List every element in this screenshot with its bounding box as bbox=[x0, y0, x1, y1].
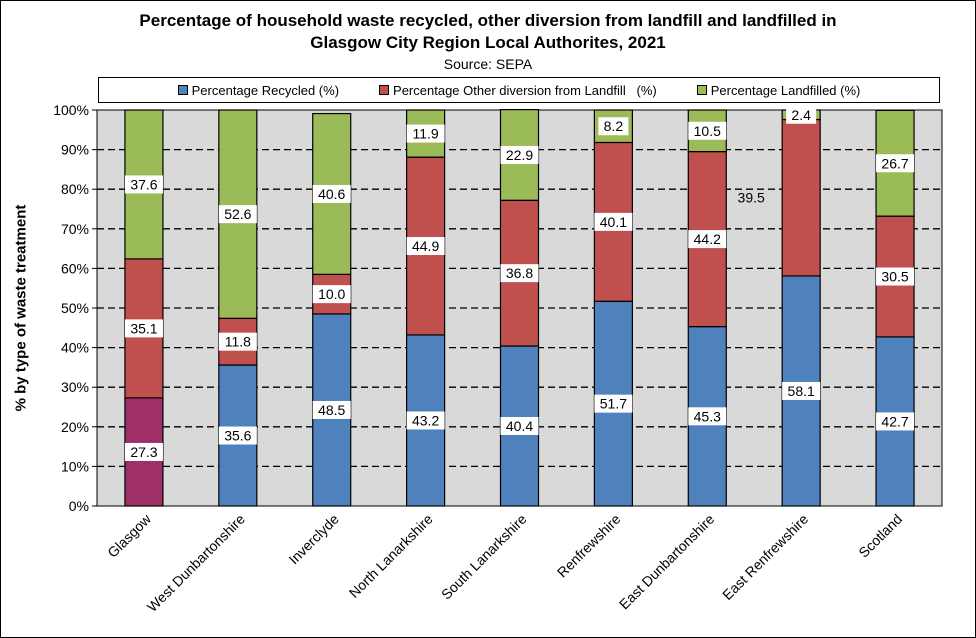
data-label-box bbox=[500, 264, 539, 283]
data-label: 52.6 bbox=[224, 206, 251, 222]
y-tick-label: 10% bbox=[61, 458, 89, 474]
data-label: 30.5 bbox=[881, 269, 908, 285]
x-tick-label: Scotland bbox=[855, 511, 905, 561]
legend-label-other-diversion: Percentage Other diversion from Landfill… bbox=[393, 82, 657, 98]
data-label: 44.2 bbox=[694, 231, 721, 247]
data-label: 35.6 bbox=[224, 428, 251, 444]
chart-title-line-2: Glasgow City Region Local Authorites, 20… bbox=[310, 33, 666, 52]
data-label-box bbox=[500, 145, 539, 164]
data-label: 8.2 bbox=[604, 118, 624, 134]
data-label-box bbox=[406, 124, 445, 143]
y-tick-label: 20% bbox=[61, 419, 89, 435]
legend-swatch-other-diversion bbox=[379, 85, 390, 95]
x-tick-label: East Renfrewshire bbox=[719, 511, 811, 603]
x-tick-label: West Dunbartonshire bbox=[144, 511, 248, 615]
data-label: 58.1 bbox=[788, 383, 815, 399]
data-label-box bbox=[688, 407, 727, 426]
data-label: 35.1 bbox=[130, 320, 157, 336]
data-label: 42.7 bbox=[881, 413, 908, 429]
y-tick-label: 60% bbox=[61, 260, 89, 276]
legend-item-recycled: Percentage Recycled (%) bbox=[177, 82, 340, 98]
x-tick-label: East Dunbartonshire bbox=[616, 511, 718, 613]
y-tick-label: 70% bbox=[61, 221, 89, 237]
x-tick-label: South Lanarkshire bbox=[438, 511, 530, 603]
y-tick-label: 90% bbox=[61, 142, 89, 158]
data-label: 51.7 bbox=[600, 396, 627, 412]
data-label: 11.9 bbox=[413, 126, 439, 142]
data-label-box bbox=[218, 426, 257, 445]
data-label: 39.5 bbox=[738, 190, 765, 206]
y-tick-label: 30% bbox=[61, 379, 89, 395]
legend-swatch-landfilled bbox=[696, 85, 707, 95]
legend-item-landfilled: Percentage Landfilled (%) bbox=[696, 82, 861, 98]
data-label: 40.6 bbox=[318, 186, 345, 202]
data-label-box bbox=[124, 442, 163, 461]
y-tick-label: 0% bbox=[69, 498, 89, 514]
data-label-box bbox=[312, 400, 351, 419]
data-label: 48.5 bbox=[318, 402, 345, 418]
chart-subtitle: Source: SEPA bbox=[443, 56, 533, 72]
data-label: 44.9 bbox=[412, 238, 439, 254]
x-tick-label: Glasgow bbox=[104, 510, 154, 560]
data-label-box bbox=[218, 332, 257, 351]
data-label: 10.5 bbox=[694, 123, 721, 139]
data-label-box bbox=[124, 175, 163, 194]
data-label: 22.9 bbox=[506, 147, 533, 163]
chart-legend: Percentage Recycled (%) Percentage Other… bbox=[98, 77, 940, 103]
y-tick-label: 100% bbox=[53, 102, 89, 118]
y-tick-label: 50% bbox=[61, 300, 89, 316]
legend-swatch-recycled bbox=[177, 85, 188, 95]
data-label: 26.7 bbox=[881, 155, 908, 171]
data-label-box bbox=[312, 184, 351, 203]
bar-segment bbox=[781, 118, 821, 277]
data-label: 2.4 bbox=[791, 107, 811, 123]
data-label-box bbox=[406, 411, 445, 430]
data-label: 40.4 bbox=[506, 418, 533, 434]
data-label-box bbox=[876, 267, 915, 286]
data-label-box bbox=[312, 285, 351, 304]
data-label-box bbox=[688, 230, 727, 249]
data-label: 10.0 bbox=[318, 286, 345, 302]
data-label: 11.8 bbox=[225, 334, 251, 350]
data-label-box bbox=[406, 237, 445, 256]
data-label-box bbox=[594, 394, 633, 413]
x-tick-label: Renfrewshire bbox=[554, 511, 624, 581]
data-label-box bbox=[218, 205, 257, 224]
data-label-box bbox=[124, 319, 163, 338]
data-label: 37.6 bbox=[130, 176, 157, 192]
y-tick-label: 80% bbox=[61, 181, 89, 197]
chart-title-line-1: Percentage of household waste recycled, … bbox=[139, 11, 837, 30]
data-label-box bbox=[782, 381, 821, 400]
data-label: 36.8 bbox=[506, 265, 533, 281]
data-label-box bbox=[594, 212, 633, 231]
legend-item-other-diversion: Percentage Other diversion from Landfill… bbox=[379, 83, 657, 98]
data-label-box bbox=[598, 117, 629, 136]
data-label: 43.2 bbox=[412, 412, 439, 428]
data-label: 27.3 bbox=[130, 444, 157, 460]
data-label: 45.3 bbox=[694, 408, 721, 424]
data-label-box bbox=[786, 105, 817, 124]
data-label-box bbox=[500, 417, 539, 436]
legend-label-landfilled: Percentage Landfilled (%) bbox=[710, 82, 861, 98]
x-tick-label: Inverclyde bbox=[285, 511, 342, 568]
data-label-box bbox=[688, 121, 727, 140]
y-tick-label: 40% bbox=[61, 340, 89, 356]
legend-label-recycled: Percentage Recycled (%) bbox=[191, 82, 340, 98]
data-label: 40.1 bbox=[600, 214, 627, 230]
data-label-box bbox=[876, 154, 915, 173]
x-tick-label: North Lanarkshire bbox=[346, 511, 436, 601]
data-label-box bbox=[876, 412, 915, 431]
